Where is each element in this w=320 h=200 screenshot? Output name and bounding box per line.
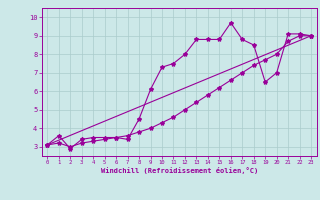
X-axis label: Windchill (Refroidissement éolien,°C): Windchill (Refroidissement éolien,°C) [100, 167, 258, 174]
